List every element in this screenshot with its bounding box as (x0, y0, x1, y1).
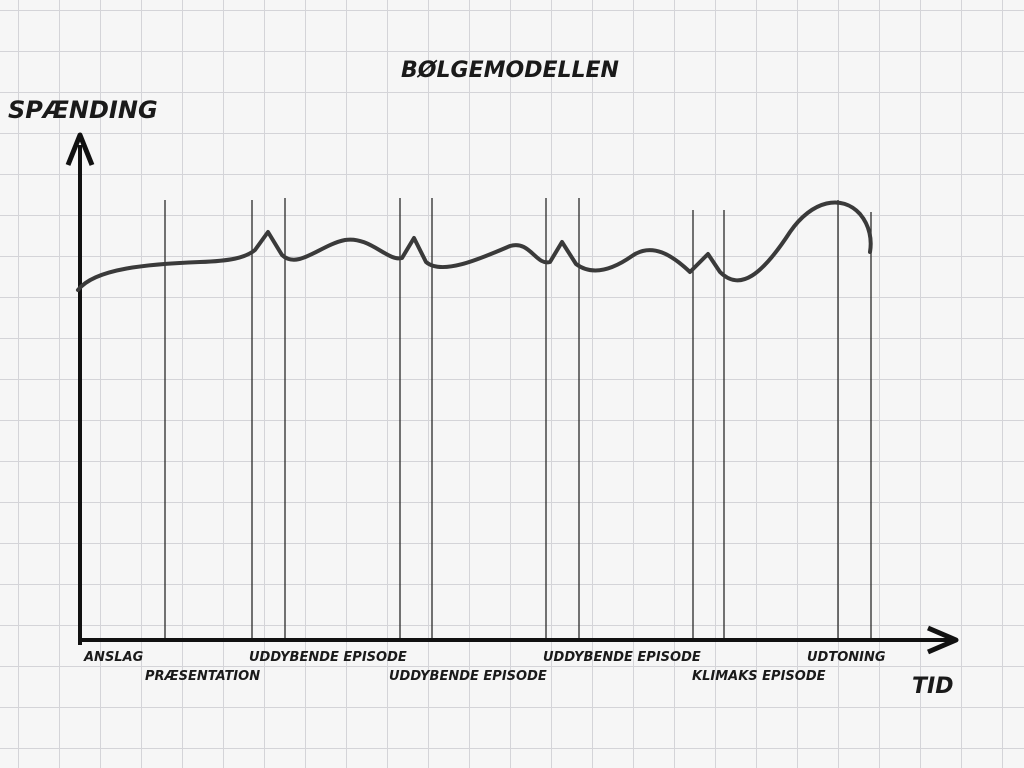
phase-label: KLIMAKS EPISODE (692, 669, 826, 684)
phase-label: UDDYBENDE EPISODE (543, 650, 701, 665)
phase-label: UDTONING (807, 650, 886, 665)
x-axis-label: TID (912, 674, 953, 699)
y-axis-label: SPÆNDING (8, 96, 158, 124)
title: BØLGEMODELLEN (401, 58, 619, 83)
phase-label: PRÆSENTATION (145, 669, 260, 684)
y-arrow (65, 132, 95, 166)
axes (65, 132, 959, 655)
x-arrow (927, 625, 959, 655)
phase-labels: ANSLAG PRÆSENTATION UDDYBENDE EPISODE UD… (83, 650, 886, 684)
phase-label: UDDYBENDE EPISODE (249, 650, 407, 665)
phase-dividers (164, 198, 872, 640)
tension-curve (76, 200, 873, 292)
phase-label: ANSLAG (83, 650, 144, 665)
phase-label: UDDYBENDE EPISODE (389, 669, 547, 684)
